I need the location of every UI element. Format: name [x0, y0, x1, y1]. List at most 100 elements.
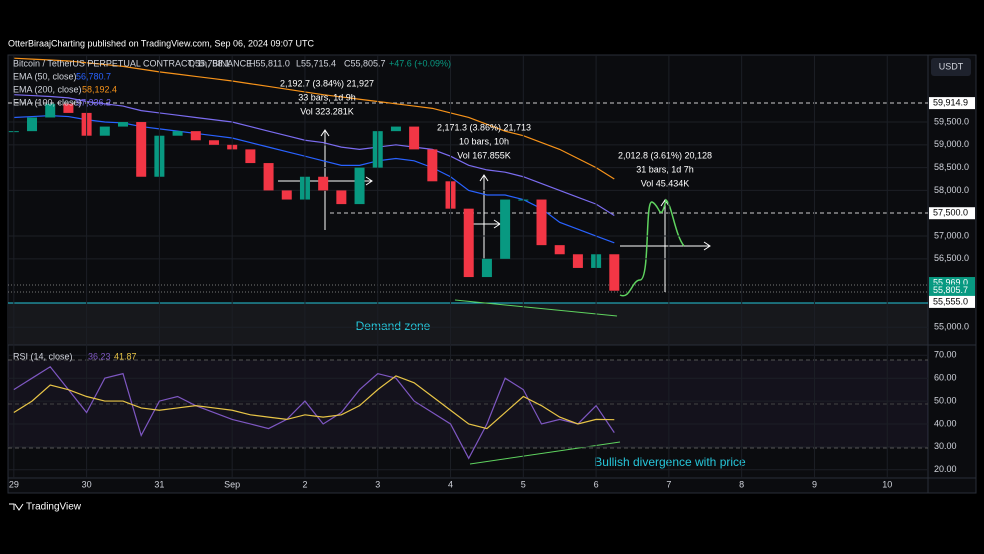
x-tick-label: 29 — [9, 479, 19, 489]
price-label: 59,914.9 — [933, 97, 968, 107]
measure-text: 2,012.8 (3.61%) 20,128 — [618, 150, 712, 160]
candle — [45, 103, 56, 118]
price-label: 55,555.0 — [933, 296, 968, 306]
ema-line — [13, 115, 615, 244]
price-label: 55,969.0 — [933, 277, 968, 287]
y-tick-label: 55,000.0 — [934, 322, 969, 332]
symbol-high: H55,811.0 — [249, 58, 290, 68]
y-tick-label: 40.00 — [934, 418, 957, 428]
candle — [481, 258, 492, 278]
price-label-box — [929, 207, 975, 220]
candle — [554, 245, 565, 255]
y-tick-label: 50.00 — [934, 395, 957, 405]
candle — [336, 190, 347, 205]
x-tick-label: Sep — [224, 479, 240, 489]
rsi-band — [8, 360, 928, 448]
x-tick-label: 3 — [375, 479, 380, 489]
indicator-name: EMA (50, close) — [13, 71, 77, 81]
candle — [354, 167, 365, 205]
rsi-line — [13, 365, 615, 460]
header: OtterBiraajCharting published on Trading… — [8, 38, 315, 48]
ema-line — [13, 57, 615, 180]
rsi-ma-value: 41.87 — [114, 351, 137, 361]
y-tick-label: 20.00 — [934, 464, 957, 474]
symbol-close: C55,805.7 — [344, 58, 386, 68]
logo — [9, 503, 24, 511]
x-tick-label: 4 — [448, 479, 453, 489]
candle — [609, 254, 620, 291]
symbol-title: Bitcoin / TetherUS PERPETUAL CONTRACT, 1… — [13, 58, 252, 68]
price-label: 55,805.7 — [933, 285, 968, 295]
measure-text: 10 bars, 10h — [459, 136, 509, 146]
candle — [190, 131, 201, 141]
rsi-divergence-line — [469, 441, 621, 465]
candle — [136, 122, 147, 177]
y-tick-label: 59,000.0 — [934, 139, 969, 149]
x-tick-label: 9 — [812, 479, 817, 489]
x-tick-label: 7 — [666, 479, 671, 489]
y-tick-label: 56,500.0 — [934, 253, 969, 263]
candle — [208, 140, 219, 145]
candle — [263, 163, 274, 191]
candle — [281, 190, 292, 200]
x-tick-label: 8 — [739, 479, 744, 489]
indicator-value: 56,780.7 — [76, 71, 111, 81]
x-tick-label: 6 — [594, 479, 599, 489]
price-label-box — [929, 295, 975, 308]
price-label-box — [929, 284, 975, 297]
y-tick-label: 59,500.0 — [934, 116, 969, 126]
candle — [27, 117, 38, 132]
indicator-name: EMA (200, close) — [13, 84, 82, 94]
candle — [318, 176, 329, 191]
measure-text: Vol 45.434K — [641, 178, 690, 188]
indicator-value: 57,336.2 — [76, 97, 111, 107]
candle — [390, 126, 401, 132]
divergence-label: Bullish divergence with price — [594, 455, 746, 469]
candle — [245, 149, 256, 164]
x-tick-label: 10 — [882, 479, 892, 489]
symbol-open: O55,758.1 — [188, 58, 230, 68]
y-tick-label: 60.00 — [934, 373, 957, 383]
symbol-change: +47.6 (+0.09%) — [389, 58, 451, 68]
y-tick-label: 70.00 — [934, 350, 957, 360]
x-tick-label: 2 — [302, 479, 307, 489]
measure-text: 31 bars, 1d 7h — [636, 164, 694, 174]
candle — [118, 122, 128, 127]
demand-zone-band — [8, 303, 928, 345]
y-tick-label: 58,500.0 — [934, 162, 969, 172]
candle — [572, 254, 583, 268]
currency-button[interactable] — [931, 58, 971, 76]
candle — [63, 103, 74, 113]
candle — [463, 208, 474, 278]
price-label: 57,500.0 — [933, 208, 968, 218]
y-tick-label: 57,000.0 — [934, 230, 969, 240]
candle — [500, 199, 511, 259]
price-divergence-line — [454, 299, 618, 317]
candle — [172, 131, 183, 136]
rsi-title: RSI (14, close) — [13, 351, 73, 361]
y-tick-label: 30.00 — [934, 441, 957, 451]
candle — [427, 149, 438, 182]
y-tick-label: 58,000.0 — [934, 185, 969, 195]
candle — [536, 199, 547, 246]
rsi-value: 36.23 — [88, 351, 111, 361]
ema-line — [13, 94, 615, 217]
footer: TradingView — [26, 502, 82, 513]
rsi-line — [13, 375, 615, 430]
currency[interactable]: USDT — [939, 61, 964, 71]
measure-text: 33 bars, 1d 9h — [298, 92, 356, 102]
measure-text: Vol 323.281K — [300, 106, 354, 116]
candle — [409, 126, 420, 150]
x-tick-label: 30 — [82, 479, 92, 489]
measure-text: 2,192.7 (3.84%) 21,927 — [280, 78, 374, 88]
x-tick-label: 5 — [521, 479, 526, 489]
price-label-box — [929, 97, 975, 110]
indicator-value: 58,192.4 — [82, 84, 117, 94]
measure-text: Vol 167.855K — [457, 150, 511, 160]
measure-text: 2,171.3 (3.86%) 21,713 — [437, 122, 531, 132]
symbol-low: L55,715.4 — [296, 58, 336, 68]
indicator-name: EMA (100, close) — [13, 97, 82, 107]
measure-arrows — [8, 102, 928, 304]
projection — [619, 198, 685, 297]
